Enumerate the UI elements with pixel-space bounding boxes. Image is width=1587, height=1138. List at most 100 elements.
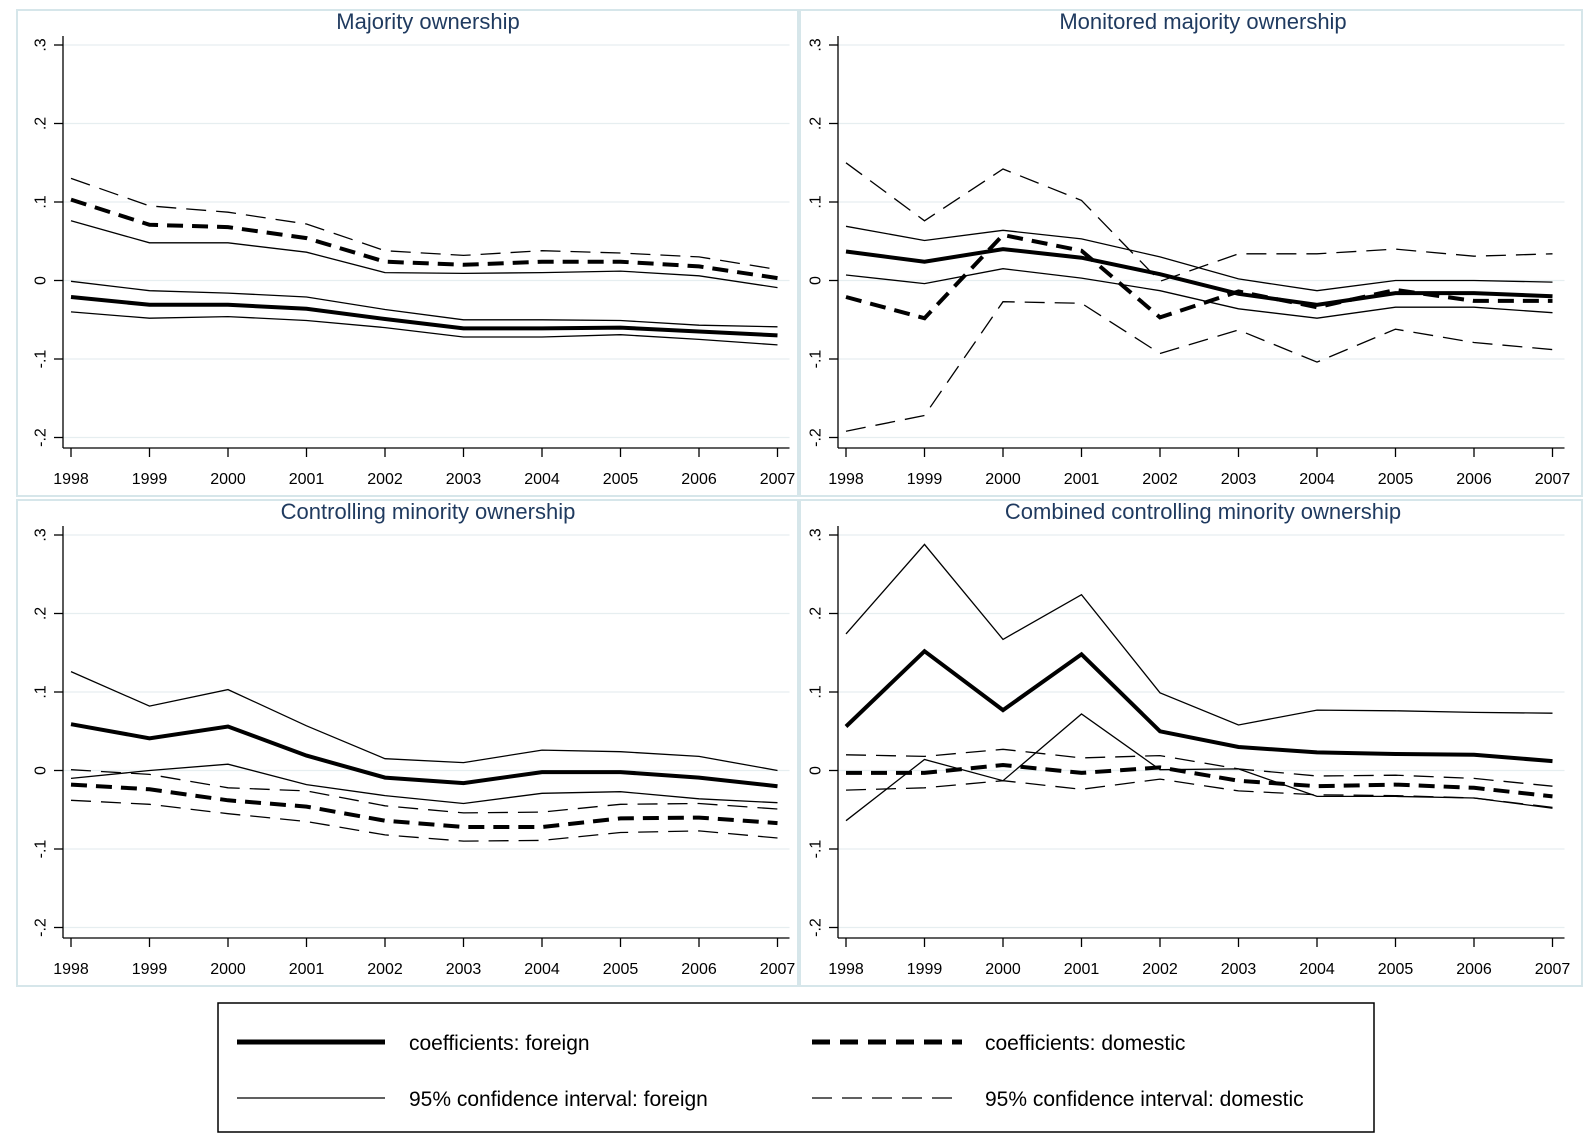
y-tick-label: 0 <box>33 276 50 285</box>
x-tick-label: 2002 <box>1142 471 1178 488</box>
series-line-thick-solid <box>845 247 1553 307</box>
series-line-thin-dashed <box>70 799 778 842</box>
x-tick-label: 2002 <box>367 471 403 488</box>
panel-2: -.2 -.1 0 .1 .2 .3 1998 1999 2000 2001 2002 2003 200… <box>799 9 1583 497</box>
x-tick-label: 2000 <box>985 961 1021 978</box>
y-tick-label: .3 <box>33 528 50 541</box>
x-tick-label: 2001 <box>1064 961 1100 978</box>
x-tick-label: 2007 <box>1535 961 1571 978</box>
x-tick-label: 2005 <box>603 471 639 488</box>
series-line-thin-dashed <box>70 177 778 271</box>
y-tick-label: .1 <box>808 685 825 698</box>
x-tick-label: 2005 <box>603 961 639 978</box>
x-tick-label: 2004 <box>524 471 560 488</box>
legend-label-foreign-coefficients: coefficients: foreign <box>409 1032 590 1055</box>
y-tick-label: .1 <box>33 685 50 698</box>
x-tick-label: 2006 <box>1456 961 1492 978</box>
x-tick-label: 1999 <box>132 471 168 488</box>
x-tick-label: 1998 <box>53 471 89 488</box>
x-tick-label: 2003 <box>446 471 482 488</box>
x-tick-label: 2007 <box>760 961 796 978</box>
x-tick-label: 1998 <box>828 961 864 978</box>
panel-title: Combined controlling minority ownership <box>1005 499 1401 524</box>
panel-title: Monitored majority ownership <box>1059 9 1346 34</box>
y-tick-label: .3 <box>808 528 825 541</box>
x-tick-label: 2004 <box>1299 961 1335 978</box>
x-tick-label: 2001 <box>1064 471 1100 488</box>
y-tick-label: -.1 <box>33 350 50 369</box>
legend-label-domestic-ci: 95% confidence interval: domestic <box>985 1088 1304 1111</box>
x-tick-label: 2003 <box>1221 471 1257 488</box>
panel-1: -.2 -.1 0 .1 .2 .3 1998 1999 2000 2001 2002 2003 200… <box>16 9 799 497</box>
x-tick-label: 2002 <box>367 961 403 978</box>
x-tick-label: 2007 <box>1535 471 1571 488</box>
y-tick-label: -.2 <box>808 918 825 937</box>
y-tick-label: .2 <box>808 607 825 620</box>
legend-label-domestic-coefficients: coefficients: domestic <box>985 1032 1185 1055</box>
y-tick-label: 0 <box>33 766 50 775</box>
x-tick-label: 2006 <box>681 961 717 978</box>
panel-frame <box>799 499 1583 987</box>
series-line-thin-solid <box>70 763 778 805</box>
panel-title: Majority ownership <box>336 9 519 34</box>
x-tick-label: 2007 <box>760 471 796 488</box>
x-tick-label: 2006 <box>681 471 717 488</box>
x-tick-label: 2005 <box>1378 471 1414 488</box>
x-tick-label: 2002 <box>1142 961 1178 978</box>
legend-label-foreign-ci: 95% confidence interval: foreign <box>409 1088 708 1111</box>
legend-box <box>217 1002 1375 1133</box>
x-tick-label: 1999 <box>907 961 943 978</box>
panel-frame <box>16 499 799 987</box>
series-line-thin-solid <box>70 220 778 289</box>
series-line-thick-dashed <box>70 782 778 829</box>
y-tick-label: .2 <box>33 607 50 620</box>
x-tick-label: 2001 <box>289 961 325 978</box>
series-line-thin-dashed <box>845 301 1553 432</box>
panel-4: -.2 -.1 0 .1 .2 .3 1998 1999 2000 2001 2002 2003 200… <box>799 499 1583 987</box>
panel-title: Controlling minority ownership <box>281 499 576 524</box>
y-tick-label: 0 <box>808 766 825 775</box>
x-tick-label: 2005 <box>1378 961 1414 978</box>
y-tick-label: .2 <box>33 117 50 130</box>
x-tick-label: 2000 <box>210 471 246 488</box>
x-tick-label: 2003 <box>1221 961 1257 978</box>
x-tick-label: 2004 <box>524 961 560 978</box>
y-tick-label: -.2 <box>33 428 50 447</box>
y-tick-label: .1 <box>33 195 50 208</box>
y-tick-label: -.2 <box>808 428 825 447</box>
series-line-thick-solid <box>844 648 1553 764</box>
x-tick-label: 1999 <box>132 961 168 978</box>
y-tick-label: .3 <box>33 38 50 51</box>
panel-frame <box>799 9 1583 497</box>
x-tick-label: 2006 <box>1456 471 1492 488</box>
panel-3: -.2 -.1 0 .1 .2 .3 1998 1999 2000 2001 2002 2003 200… <box>16 499 799 987</box>
x-tick-label: 1999 <box>907 471 943 488</box>
y-tick-label: 0 <box>808 276 825 285</box>
series-line-thin-dashed <box>845 162 1553 283</box>
y-tick-label: .1 <box>808 195 825 208</box>
series-line-thin-solid <box>70 671 778 772</box>
y-tick-label: -.1 <box>33 840 50 859</box>
series-line-thin-solid <box>845 543 1553 726</box>
series-line-thin-solid <box>845 713 1553 822</box>
series-line-thin-solid <box>70 311 778 346</box>
y-tick-label: -.1 <box>808 350 825 369</box>
series-line-thick-solid <box>70 722 778 789</box>
panel-frame <box>16 9 799 497</box>
series-line-thick-dashed <box>846 762 1553 799</box>
legend: coefficients: foreign coefficients: dome… <box>217 1002 1375 1133</box>
series-line-thick-solid <box>70 295 778 338</box>
series-line-thin-dashed <box>845 778 1553 809</box>
x-tick-label: 2000 <box>210 961 246 978</box>
series-line-thick-dashed <box>70 197 778 281</box>
y-tick-label: -.2 <box>33 918 50 937</box>
y-tick-label: .2 <box>808 117 825 130</box>
x-tick-label: 2001 <box>289 471 325 488</box>
y-tick-label: -.1 <box>808 840 825 859</box>
x-tick-label: 1998 <box>53 961 89 978</box>
series-line-thick-dashed <box>845 232 1553 321</box>
x-tick-label: 2003 <box>446 961 482 978</box>
x-tick-label: 1998 <box>828 471 864 488</box>
series-line-thin-solid <box>70 280 778 328</box>
